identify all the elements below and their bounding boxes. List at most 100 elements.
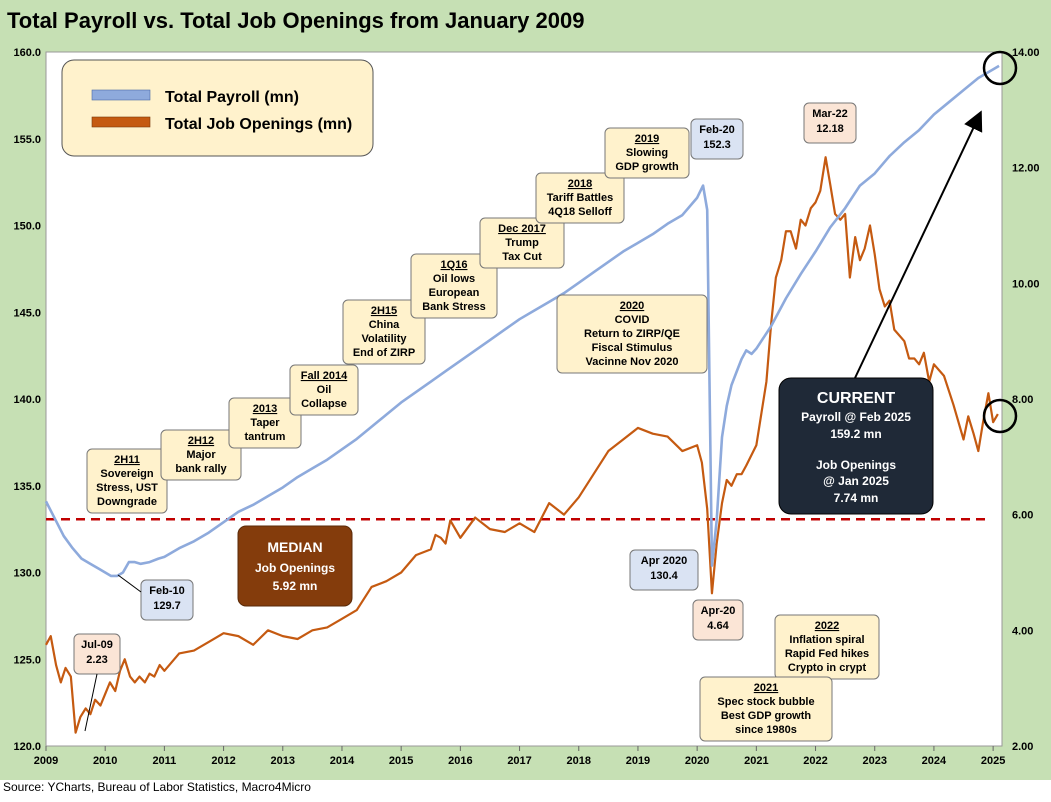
pointer-openings-low <box>84 673 98 732</box>
event-callout: 2H15 China Volatility End of ZIRP <box>342 299 426 365</box>
event-callout-box <box>535 172 625 224</box>
x-tick-label: 2010 <box>93 755 117 767</box>
event-line: Major <box>186 449 216 461</box>
annotation-date: Apr 2020 <box>641 555 687 567</box>
x-tick-label: 2025 <box>981 755 1005 767</box>
event-callout: 2H11 Sovereign Stress, UST Downgrade <box>86 448 168 514</box>
annotation-value: 129.7 <box>153 600 181 612</box>
pointer-payroll-low <box>117 574 142 593</box>
event-line: Trump <box>505 237 539 249</box>
event-callout-box <box>160 429 242 481</box>
event-line: Sovereign <box>100 468 153 480</box>
callout-payroll-peak: Feb-20 152.3 <box>690 118 744 160</box>
y-left-tick-label: 130.0 <box>13 568 41 580</box>
event-callout: 2018 Tariff Battles 4Q18 Selloff <box>535 172 625 224</box>
event-head: 2013 <box>253 403 277 415</box>
highlight-circle-payroll <box>982 50 1018 86</box>
median-box-line1: Job Openings <box>255 561 335 575</box>
event-head: 2H11 <box>114 454 140 466</box>
event-line: Tariff Battles <box>547 192 613 204</box>
current-box-title: CURRENT <box>817 390 895 407</box>
event-callout: 2013 Taper tantrum <box>228 397 302 449</box>
x-tick-label: 2022 <box>803 755 827 767</box>
y-right-tick-label: 10.00 <box>1012 278 1040 290</box>
event-line: European <box>429 287 480 299</box>
x-tick-label: 2020 <box>685 755 709 767</box>
annotation-value: 152.3 <box>703 139 731 151</box>
x-tick-label: 2011 <box>152 755 176 767</box>
event-head: 2019 <box>635 133 659 145</box>
event-head: Dec 2017 <box>498 223 546 235</box>
y-left-tick-label: 140.0 <box>13 394 41 406</box>
event-line: tantrum <box>245 431 286 443</box>
x-tick-label: 2012 <box>211 755 235 767</box>
legend-label-openings: Total Job Openings (mn) <box>165 116 352 133</box>
event-line: Fiscal Stimulus <box>592 342 673 354</box>
event-callout-box <box>410 253 498 319</box>
event-line: Downgrade <box>97 496 157 508</box>
event-callout-box <box>479 217 565 269</box>
legend-box <box>61 59 374 157</box>
x-tick-label: 2016 <box>448 755 472 767</box>
y-left-tick-label: 160.0 <box>13 47 41 59</box>
series-payroll-line <box>44 64 1000 578</box>
event-callout: 1Q16 Oil lows European Bank Stress <box>410 253 498 319</box>
x-tick-label: 2009 <box>34 755 58 767</box>
event-callout: 2H12 Major bank rally <box>160 429 242 481</box>
y-left-tick-label: 145.0 <box>13 307 41 319</box>
y-right-tick-label: 4.00 <box>1012 625 1033 637</box>
x-tick-label: 2014 <box>330 755 355 767</box>
callout-openings-covid-box <box>692 599 744 641</box>
event-line: End of ZIRP <box>353 347 415 359</box>
event-line: bank rally <box>175 463 227 475</box>
y-left-tick-label: 135.0 <box>13 481 41 493</box>
y-left-tick-label: 155.0 <box>13 134 41 146</box>
event-line: Slowing <box>626 147 668 159</box>
event-line: Spec stock bubble <box>717 696 814 708</box>
chart-svg: 120.0 125.0 130.0 135.0 140.0 145.0 150.0 155.0… <box>13 47 1040 767</box>
event-line: China <box>369 319 400 331</box>
current-box-line2: 159.2 mn <box>830 427 881 441</box>
event-line: COVID <box>615 314 650 326</box>
highlight-circle-openings <box>982 398 1018 434</box>
event-head: 2H15 <box>371 305 397 317</box>
event-line: Taper <box>250 417 280 429</box>
y-right-tick-label: 14.00 <box>1012 47 1040 59</box>
event-line: Inflation spiral <box>789 634 864 646</box>
y-left-tick-label: 120.0 <box>13 741 41 753</box>
current-box-line3: Job Openings <box>816 458 896 472</box>
title-bar: Total Payroll vs. Total Job Openings fro… <box>0 0 1051 44</box>
event-head: 2021 <box>754 682 778 694</box>
y-right-tick-label: 2.00 <box>1012 741 1033 753</box>
event-callout: 2019 Slowing GDP growth <box>604 127 690 179</box>
current-box-line1: Payroll @ Feb 2025 <box>801 410 911 424</box>
y-right-tick-label: 12.00 <box>1012 163 1040 175</box>
x-tick-label: 2018 <box>567 755 591 767</box>
event-line: Bank Stress <box>422 301 486 313</box>
event-callout-box <box>289 364 359 416</box>
annotation-value: 12.18 <box>816 123 844 135</box>
x-tick-label: 2019 <box>626 755 650 767</box>
callout-openings-covid: Apr-20 4.64 <box>692 599 744 641</box>
callout-payroll-low: Feb-10 129.7 <box>140 579 194 621</box>
x-tick-label: 2024 <box>922 755 947 767</box>
event-callout: 2022 Inflation spiral Rapid Fed hikes Crypt… <box>774 614 880 680</box>
event-line: Oil <box>317 384 332 396</box>
series-openings-line <box>45 156 999 734</box>
event-line: Crypto in crypt <box>788 662 867 674</box>
x-tick-label: 2023 <box>862 755 886 767</box>
event-head: 2H12 <box>188 435 214 447</box>
annotation-date: Apr-20 <box>701 605 736 617</box>
event-line: Tax Cut <box>502 251 542 263</box>
event-callout-box <box>604 127 690 179</box>
callout-payroll-covid-box <box>629 549 699 591</box>
current-box-line4: @ Jan 2025 <box>823 474 889 488</box>
annotation-value: 4.64 <box>707 620 729 632</box>
callout-openings-peak-box <box>803 102 857 144</box>
event-line: Vacinne Nov 2020 <box>586 356 679 368</box>
median-box-line2: 5.92 mn <box>273 579 318 593</box>
event-line: Return to ZIRP/QE <box>584 328 680 340</box>
annotation-date: Feb-10 <box>149 585 184 597</box>
y-right-tick-label: 6.00 <box>1012 510 1033 522</box>
event-callout-box <box>86 448 168 514</box>
